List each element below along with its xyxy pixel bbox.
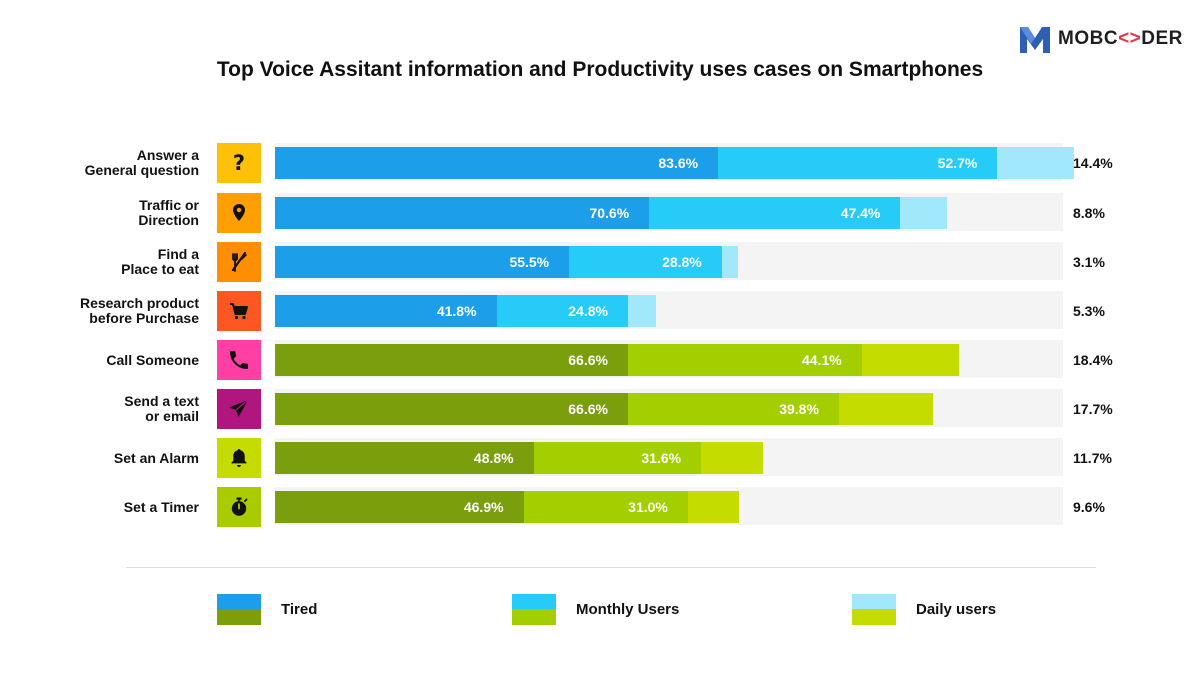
legend-swatch-blue — [852, 594, 896, 609]
daily-value-label: 11.7% — [1073, 450, 1112, 466]
chart-title: Top Voice Assitant information and Produ… — [216, 58, 984, 81]
bar-segment-daily — [721, 246, 739, 278]
bar-row: Set an Alarm 48.8% 31.6% 11.7% — [0, 438, 1200, 478]
bar-segment-daily — [900, 197, 948, 229]
bar-value-label: 28.8% — [662, 254, 702, 270]
legend-swatch — [512, 594, 556, 625]
category-icon-box: ? — [217, 143, 261, 183]
bar-segment-daily — [838, 393, 933, 425]
bar-value-label: 44.1% — [801, 352, 842, 368]
mobcoder-logo-mark — [1020, 27, 1050, 53]
category-label: Traffic or Direction — [138, 197, 199, 228]
bar-value-label: 41.8% — [436, 303, 477, 319]
logo-text: MOBC<>DER — [1058, 28, 1183, 49]
bar-value-label: 70.6% — [589, 205, 630, 221]
bar-row: Call Someone 66.6% 44.1% 18.4% — [0, 340, 1200, 380]
bar-value-label: 48.8% — [473, 450, 514, 466]
bar-row: Traffic or Direction 70.6% 47.4% 8.8% — [0, 193, 1200, 233]
category-label: Send a text or email — [124, 393, 199, 424]
daily-value-label: 5.3% — [1073, 303, 1105, 319]
bar-segment-daily — [627, 295, 657, 327]
category-icon-box — [217, 242, 261, 282]
bar-segment-daily — [687, 491, 739, 523]
svg-text:?: ? — [233, 151, 245, 175]
bar-value-label: 31.0% — [628, 499, 668, 515]
bar-segment-tired — [275, 295, 497, 327]
bar-value-label: 83.6% — [658, 155, 699, 171]
bar-row: Set a Timer 46.9% 31.0% 9.6% — [0, 487, 1200, 527]
legend-swatch-green — [852, 609, 896, 625]
bar-segment-daily — [997, 147, 1074, 179]
location-pin-icon — [233, 204, 245, 221]
mobcoder-logo: MOBC<>DER — [1020, 24, 1183, 54]
bar-value-label: 52.7% — [937, 155, 978, 171]
bar-value-label: 47.4% — [840, 205, 881, 221]
legend-swatch — [217, 594, 261, 625]
bar-value-label: 24.8% — [568, 303, 608, 319]
bar-segment-daily — [701, 442, 764, 474]
category-icon-box — [217, 487, 261, 527]
bar-segment-tired — [275, 393, 628, 425]
category-label: Find a Place to eat — [121, 246, 199, 277]
bar-segment-monthly — [523, 491, 688, 523]
legend-swatch-green — [512, 609, 556, 625]
legend-divider — [126, 567, 1096, 568]
bar-segment-tired — [275, 491, 524, 523]
category-icon-box — [217, 438, 261, 478]
category-icon-box — [217, 389, 261, 429]
category-label: Answer a General question — [84, 147, 199, 178]
bar-row: Research product before Purchase 41.8% 24.… — [0, 291, 1200, 331]
legend-label: Monthly Users — [576, 601, 680, 618]
phone-icon — [230, 351, 248, 369]
bar-segment-monthly — [627, 344, 862, 376]
bar-row: Send a text or email 66.6% 39.8% 17.7% — [0, 389, 1200, 429]
bar-segment-monthly — [533, 442, 702, 474]
bar-value-label: 46.9% — [463, 499, 504, 515]
bar-segment-daily — [861, 344, 960, 376]
legend-swatch-blue — [512, 594, 556, 609]
stopwatch-icon — [231, 497, 248, 516]
category-icon-box — [217, 291, 261, 331]
send-icon — [229, 399, 249, 417]
bar-segment-monthly — [649, 197, 901, 229]
category-label: Research product before Purchase — [79, 295, 199, 326]
category-icon-box — [217, 193, 261, 233]
bar-segment-monthly — [496, 295, 628, 327]
legend-swatch-green — [217, 609, 261, 625]
bar-segment-tired — [275, 442, 534, 474]
shopping-cart-icon — [230, 303, 248, 320]
daily-value-label: 9.6% — [1073, 499, 1105, 515]
bar-segment-monthly — [627, 393, 839, 425]
bar-segment-monthly — [718, 147, 998, 179]
fork-knife-icon — [231, 251, 247, 272]
bar-value-label: 39.8% — [779, 401, 819, 417]
bar-segment-tired — [275, 197, 650, 229]
daily-value-label: 3.1% — [1073, 254, 1105, 270]
category-label: Set an Alarm — [113, 449, 199, 466]
question-icon: ? — [233, 151, 245, 175]
legend-swatch-blue — [217, 594, 261, 609]
legend-swatch — [852, 594, 896, 625]
daily-value-label: 17.7% — [1073, 401, 1113, 417]
bar-value-label: 31.6% — [641, 450, 682, 466]
category-label: Set a Timer — [123, 498, 199, 515]
bar-value-label: 66.6% — [568, 401, 608, 417]
category-icon-box — [217, 340, 261, 380]
bell-icon — [231, 449, 247, 467]
daily-value-label: 8.8% — [1073, 205, 1105, 221]
category-label: Call Someone — [106, 351, 199, 368]
bar-segment-tired — [275, 147, 719, 179]
bar-segment-tired — [275, 344, 628, 376]
legend-label: Tired — [281, 601, 318, 618]
legend-label: Daily users — [916, 601, 997, 618]
bar-segment-monthly — [569, 246, 722, 278]
daily-value-label: 18.4% — [1073, 352, 1113, 368]
daily-value-label: 14.4% — [1073, 155, 1113, 171]
bar-row: Find a Place to eat 55.5% 28.8% 3.1% — [0, 242, 1200, 282]
bar-row: Answer a General question? 83.6% 52.7% 14.4… — [0, 143, 1200, 183]
bar-value-label: 55.5% — [509, 254, 550, 270]
bar-segment-tired — [275, 246, 570, 278]
bar-value-label: 66.6% — [568, 352, 608, 368]
